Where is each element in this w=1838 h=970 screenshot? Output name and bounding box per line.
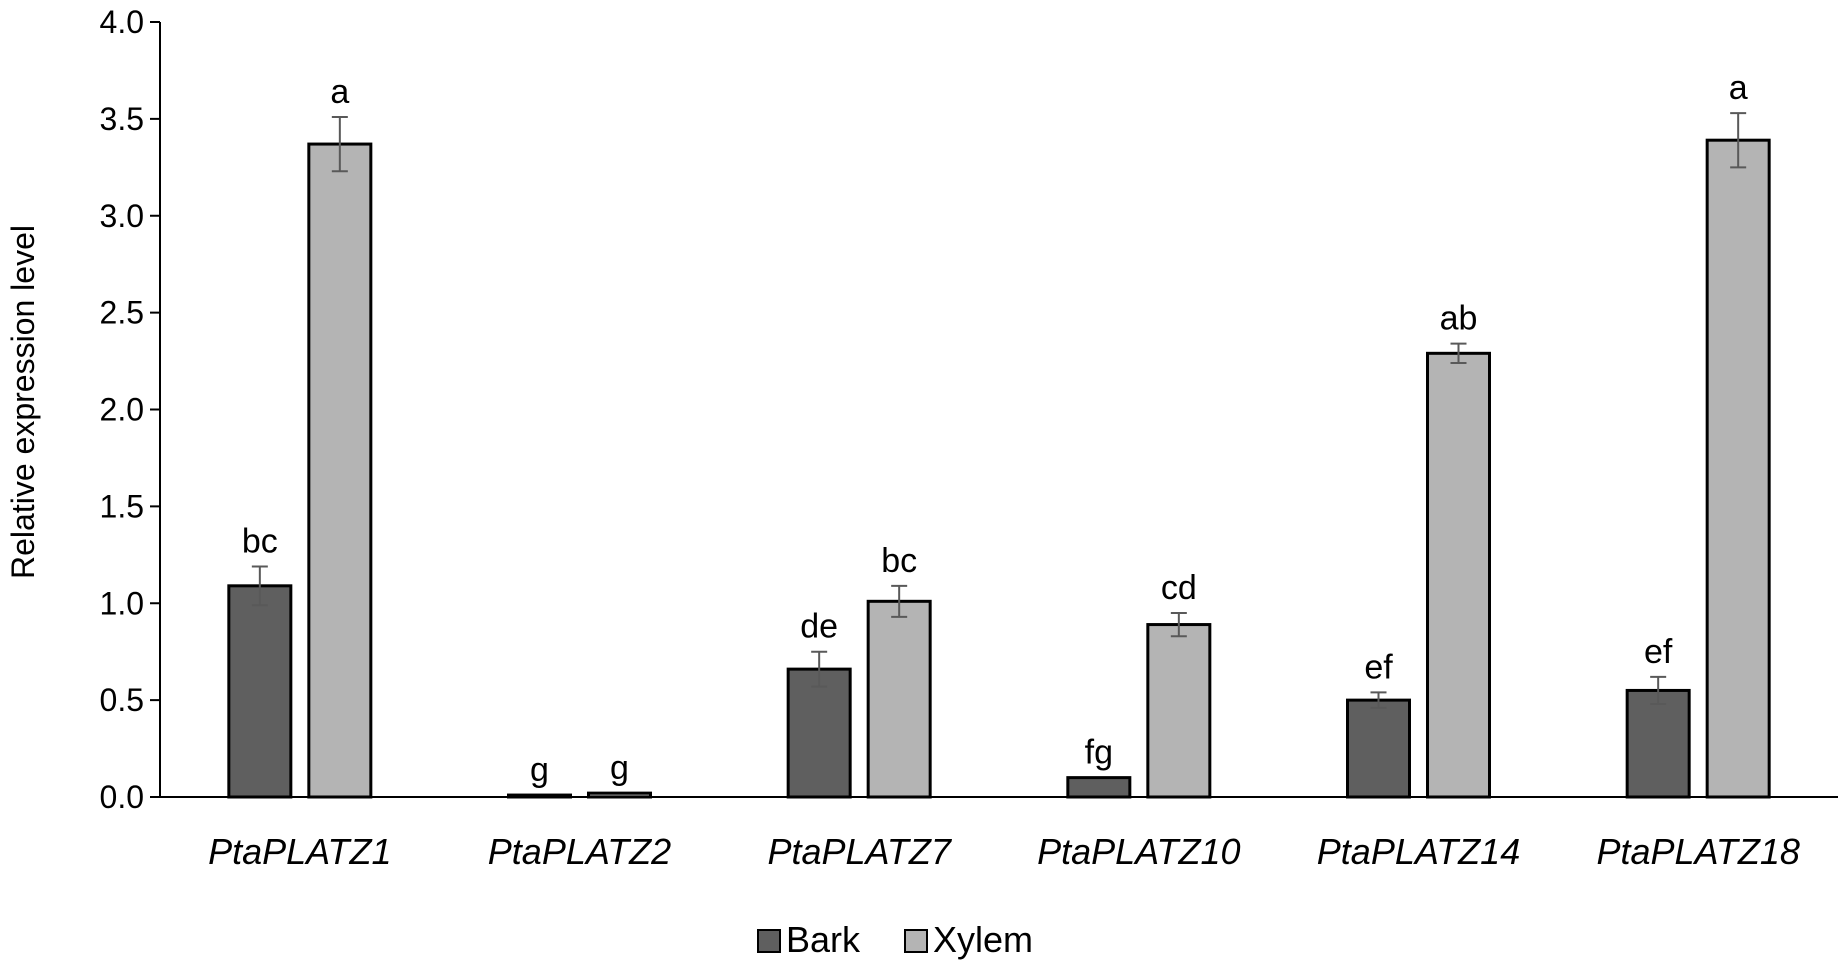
bar-bark — [1625, 688, 1691, 799]
x-axis: PtaPLATZ1 PtaPLATZ2 PtaPLATZ7 PtaPLATZ10 Pta… — [160, 796, 1838, 872]
bars: bc a g g de bc fg cd ef ab ef a — [227, 69, 1771, 799]
y-tick-label: 2.5 — [100, 295, 144, 331]
significance-label: a — [1729, 69, 1748, 107]
bar-xylem — [866, 599, 932, 799]
bar-bark — [786, 667, 852, 799]
significance-label: cd — [1161, 569, 1197, 607]
significance-label: de — [800, 608, 838, 646]
y-tick-label: 4.0 — [100, 4, 144, 40]
significance-label: ef — [1364, 648, 1393, 686]
significance-label: ab — [1440, 300, 1478, 338]
bar-xylem — [1705, 138, 1771, 799]
x-tick-label: PtaPLATZ1 — [208, 831, 391, 872]
legend-label-bark: Bark — [786, 919, 861, 960]
y-tick-label: 0.0 — [100, 779, 144, 815]
y-tick-label: 1.0 — [100, 585, 144, 621]
x-tick-label: PtaPLATZ10 — [1037, 831, 1240, 872]
significance-label: bc — [881, 542, 917, 580]
significance-label: g — [610, 749, 629, 787]
y-tick-label: 3.5 — [100, 101, 144, 137]
y-tick-label: 0.5 — [100, 682, 144, 718]
bar-xylem — [1146, 623, 1212, 799]
x-tick-label: PtaPLATZ14 — [1317, 831, 1520, 872]
legend: Bark Xylem — [757, 919, 1033, 960]
y-tick-label: 1.5 — [100, 488, 144, 524]
bar-bark — [1066, 776, 1132, 799]
y-axis: 0.0 0.5 1.0 1.5 2.0 2.5 3.0 3.5 4.0 — [100, 4, 161, 815]
x-tick-label: PtaPLATZ2 — [488, 831, 671, 872]
significance-label: bc — [242, 522, 278, 560]
significance-label: g — [530, 751, 549, 789]
legend-swatch-bark — [757, 929, 781, 953]
bar-bark — [227, 584, 293, 799]
significance-label: ef — [1644, 633, 1673, 671]
bar-bark — [1346, 698, 1411, 799]
legend-label-xylem: Xylem — [933, 919, 1033, 960]
bar-xylem — [1426, 351, 1491, 799]
significance-label: a — [330, 73, 349, 111]
bar-xylem — [307, 142, 373, 799]
x-tick-label: PtaPLATZ7 — [767, 831, 952, 872]
x-tick-label: PtaPLATZ18 — [1596, 831, 1799, 872]
y-tick-label: 2.0 — [100, 392, 144, 428]
y-axis-label: Relative expression level — [5, 225, 41, 579]
significance-label: fg — [1085, 734, 1113, 772]
legend-swatch-xylem — [904, 929, 928, 953]
y-tick-label: 3.0 — [100, 198, 144, 234]
